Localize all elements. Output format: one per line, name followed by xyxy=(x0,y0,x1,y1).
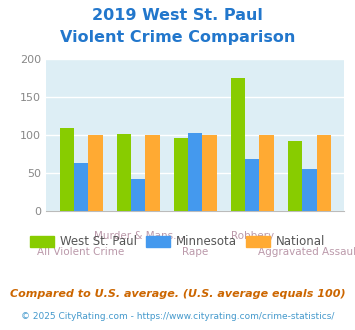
Text: © 2025 CityRating.com - https://www.cityrating.com/crime-statistics/: © 2025 CityRating.com - https://www.city… xyxy=(21,312,334,321)
Bar xyxy=(260,135,274,211)
Bar xyxy=(288,141,302,211)
Bar xyxy=(317,135,331,211)
Text: Murder & Mans...: Murder & Mans... xyxy=(94,231,183,241)
Text: Aggravated Assault: Aggravated Assault xyxy=(258,247,355,257)
Bar xyxy=(117,134,131,211)
Text: All Violent Crime: All Violent Crime xyxy=(38,247,125,257)
Bar xyxy=(60,128,74,211)
Bar xyxy=(302,170,317,211)
Text: Robbery: Robbery xyxy=(231,231,274,241)
Bar xyxy=(74,163,88,211)
Text: Rape: Rape xyxy=(182,247,208,257)
Text: 2019 West St. Paul: 2019 West St. Paul xyxy=(92,8,263,23)
Bar xyxy=(131,179,145,211)
Bar xyxy=(145,135,160,211)
Bar xyxy=(188,133,202,211)
Bar xyxy=(88,135,103,211)
Text: Violent Crime Comparison: Violent Crime Comparison xyxy=(60,30,295,45)
Text: Compared to U.S. average. (U.S. average equals 100): Compared to U.S. average. (U.S. average … xyxy=(10,289,345,299)
Bar xyxy=(245,159,260,211)
Legend: West St. Paul, Minnesota, National: West St. Paul, Minnesota, National xyxy=(25,231,330,253)
Bar xyxy=(174,138,188,211)
Bar xyxy=(202,135,217,211)
Bar xyxy=(231,79,245,211)
